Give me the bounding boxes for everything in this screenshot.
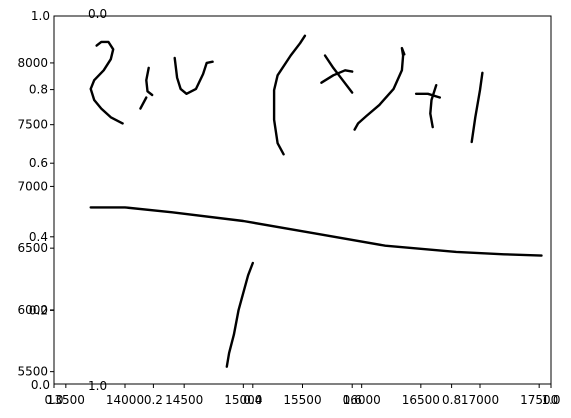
overlay-y-tick-label: 0.2 xyxy=(29,303,48,317)
overlay-y-tick-label: 0.4 xyxy=(29,230,48,244)
overlay-y-top-label: 1.0 xyxy=(31,9,50,23)
overlay-x-tick-label: 0.2 xyxy=(144,393,163,407)
overlay-x-tick-label: 1.0 xyxy=(541,393,560,407)
overlay-x-tick-label: 0.0 xyxy=(44,393,63,407)
x-tick-label: 15500 xyxy=(283,393,321,407)
x-tick-label: 14500 xyxy=(165,393,203,407)
overlay-x-left-label: 1.0 xyxy=(88,379,107,393)
x-tick-label: 16500 xyxy=(402,393,440,407)
overlay-y-tick-label: 0.6 xyxy=(29,156,48,170)
overlay-y-bottom-label: 0.0 xyxy=(31,378,50,392)
overlay-x-tick-label: 0.4 xyxy=(243,393,262,407)
overlay-x-tick-label: 0.6 xyxy=(343,393,362,407)
y-tick-label: 5500 xyxy=(17,365,48,379)
overlay-x-tick-label: 0.8 xyxy=(442,393,461,407)
x-tick-label: 17000 xyxy=(461,393,499,407)
overlay-y-tick-label: 0.8 xyxy=(29,83,48,97)
y-tick-label: 8000 xyxy=(17,56,48,70)
y-tick-label: 7000 xyxy=(17,179,48,193)
overlay-top-partial-label: 0.0 xyxy=(88,7,107,21)
x-tick-label: 14000 xyxy=(106,393,144,407)
y-tick-label: 7500 xyxy=(17,118,48,132)
